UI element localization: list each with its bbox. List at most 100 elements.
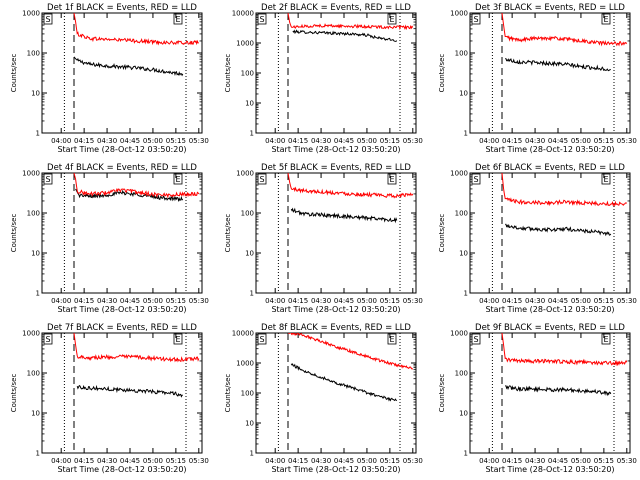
x-tick-label: 05:00: [357, 457, 377, 465]
x-tick-label: 05:15: [166, 137, 186, 145]
panel-title: Det 7f BLACK = Events, RED = LLD: [47, 323, 197, 333]
x-axis-label: Start Time (28-Oct-12 03:50:20): [485, 465, 614, 474]
x-tick-label: 05:00: [571, 137, 591, 145]
plot-frame: [469, 332, 631, 454]
flag-box: [471, 173, 481, 185]
y-tick-label: 1000: [236, 170, 254, 178]
x-tick-label: 04:45: [334, 137, 354, 145]
x-tick-label: 04:15: [74, 457, 94, 465]
x-tick-label: 04:15: [288, 297, 308, 305]
panel-title: Det 8f BLACK = Events, RED = LLD: [261, 323, 411, 333]
x-tick-label: 04:45: [548, 137, 568, 145]
events-series: [73, 56, 184, 77]
y-tick-label: 1: [250, 290, 254, 298]
x-tick-label: 04:00: [265, 457, 285, 465]
x-tick-label: 04:00: [51, 457, 71, 465]
start-flag: S: [45, 15, 50, 24]
panel-title: Det 2f BLACK = Events, RED = LLD: [261, 3, 411, 13]
y-tick-label: 1000: [22, 10, 40, 18]
x-tick-label: 04:15: [502, 457, 522, 465]
plot-frame: [255, 172, 417, 294]
y-axis-label: Counts/sec: [10, 214, 18, 253]
flag-box: [43, 333, 53, 345]
x-tick-label: 05:15: [380, 457, 400, 465]
panel-title: Det 5f BLACK = Events, RED = LLD: [261, 163, 411, 173]
x-tick-label: 05:15: [166, 457, 186, 465]
x-tick-label: 04:30: [97, 297, 117, 305]
x-tick-label: 04:00: [265, 137, 285, 145]
y-tick-label: 1000: [236, 40, 254, 48]
x-tick-label: 04:00: [51, 297, 71, 305]
start-flag: S: [473, 335, 478, 344]
panel-5: Det 5f BLACK = Events, RED = LLD 1 10 100 10…: [224, 163, 423, 314]
flag-box: [387, 173, 397, 185]
lld-series: [73, 13, 199, 46]
x-tick-label: 04:00: [479, 137, 499, 145]
x-tick-label: 04:45: [120, 297, 140, 305]
y-tick-label: 10: [31, 250, 40, 258]
start-flag: S: [259, 335, 264, 344]
x-axis-label: Start Time (28-Oct-12 03:50:20): [57, 145, 186, 154]
events-series: [290, 363, 398, 402]
panel-9: Det 9f BLACK = Events, RED = LLD 1 10 100 10…: [438, 323, 637, 474]
panel-2: Det 2f BLACK = Events, RED = LLD 1 10 100 10…: [224, 3, 423, 154]
x-tick-label: 05:30: [403, 137, 423, 145]
x-tick-label: 04:15: [74, 137, 94, 145]
flag-box: [601, 13, 611, 25]
x-tick-label: 04:30: [525, 457, 545, 465]
plot-frame: [469, 12, 631, 134]
y-axis-label: Counts/sec: [438, 54, 446, 93]
x-axis-label: Start Time (28-Oct-12 03:50:20): [57, 465, 186, 474]
y-tick-label: 1: [250, 130, 254, 138]
start-flag: S: [45, 335, 50, 344]
start-flag: S: [473, 175, 478, 184]
x-tick-label: 05:00: [571, 297, 591, 305]
plot-frame: [255, 12, 417, 134]
x-tick-label: 05:00: [357, 137, 377, 145]
lld-series: [287, 333, 414, 370]
x-tick-label: 04:30: [311, 297, 331, 305]
x-tick-label: 04:45: [334, 457, 354, 465]
plot-frame: [41, 332, 203, 454]
panel-1: Det 1f BLACK = Events, RED = LLD 1 10 100 10…: [10, 3, 209, 154]
y-tick-label: 10: [31, 410, 40, 418]
y-tick-label: 100: [27, 50, 40, 58]
start-flag: S: [473, 15, 478, 24]
flag-box: [43, 173, 53, 185]
start-flag: S: [259, 175, 264, 184]
end-flag: E: [603, 175, 608, 184]
y-tick-label: 100: [455, 370, 468, 378]
flag-box: [387, 13, 397, 25]
x-tick-label: 04:00: [265, 297, 285, 305]
panel-3: Det 3f BLACK = Events, RED = LLD 1 10 100 10…: [438, 3, 637, 154]
y-tick-label: 100: [241, 70, 254, 78]
x-tick-label: 04:15: [502, 297, 522, 305]
y-tick-label: 100: [27, 210, 40, 218]
x-tick-label: 04:30: [311, 137, 331, 145]
x-axis-label: Start Time (28-Oct-12 03:50:20): [485, 145, 614, 154]
x-tick-label: 04:45: [548, 457, 568, 465]
flag-box: [173, 13, 183, 25]
flag-box: [471, 333, 481, 345]
y-axis-label: Counts/sec: [224, 214, 232, 253]
panel-title: Det 6f BLACK = Events, RED = LLD: [475, 163, 625, 173]
y-tick-label: 10000: [232, 10, 254, 18]
lld-series: [287, 173, 414, 199]
plot-frame: [41, 12, 203, 134]
y-axis-label: Counts/sec: [10, 374, 18, 413]
x-tick-label: 05:15: [594, 297, 614, 305]
x-axis-label: Start Time (28-Oct-12 03:50:20): [271, 305, 400, 314]
events-series: [290, 207, 398, 224]
flag-box: [601, 173, 611, 185]
y-tick-label: 1: [36, 450, 40, 458]
x-axis-label: Start Time (28-Oct-12 03:50:20): [271, 145, 400, 154]
x-tick-label: 04:30: [97, 137, 117, 145]
x-tick-label: 05:30: [617, 457, 637, 465]
x-tick-label: 05:15: [594, 137, 614, 145]
y-axis-label: Counts/sec: [224, 374, 232, 413]
end-flag: E: [389, 15, 394, 24]
events-series: [505, 385, 612, 397]
x-tick-label: 05:00: [143, 297, 163, 305]
y-axis-label: Counts/sec: [438, 374, 446, 413]
x-tick-label: 04:30: [311, 457, 331, 465]
